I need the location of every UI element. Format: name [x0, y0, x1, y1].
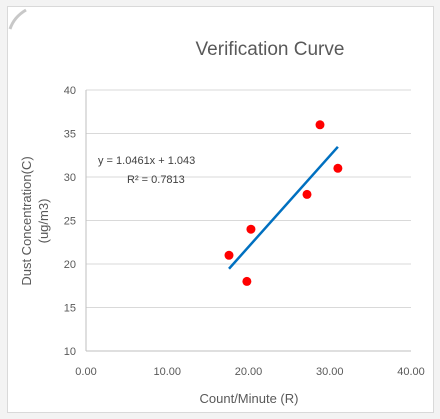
- y-tick-label: 25: [64, 216, 76, 228]
- data-point: [224, 250, 234, 260]
- x-axis-title: Count/Minute (R): [200, 391, 299, 406]
- x-tick-labels: 0.00 10.00 20.00 30.00 40.00: [75, 366, 424, 378]
- data-point: [246, 224, 256, 234]
- corner-decoration: [8, 8, 27, 30]
- x-tick-label: 30.00: [316, 366, 344, 378]
- data-point: [333, 163, 343, 173]
- data-points: [224, 120, 343, 286]
- x-tick-label: 10.00: [153, 366, 181, 378]
- trendline-equation: y = 1.0461x + 1.043: [98, 155, 195, 167]
- x-tick-label: 40.00: [397, 366, 425, 378]
- y-tick-label: 10: [64, 346, 76, 358]
- data-point: [302, 189, 312, 199]
- data-point: [242, 276, 252, 286]
- axes: [85, 90, 411, 352]
- y-tick-label: 30: [64, 172, 76, 184]
- y-tick-label: 15: [64, 303, 76, 315]
- x-tick-label: 20.00: [235, 366, 263, 378]
- chart-title: Verification Curve: [196, 39, 345, 60]
- trendline-r-squared: R² = 0.7813: [127, 174, 185, 186]
- chart-area: [7, 6, 434, 413]
- y-tick-label: 40: [64, 85, 76, 97]
- y-tick-label: 35: [64, 129, 76, 141]
- y-tick-label: 20: [64, 259, 76, 271]
- y-axis-title-line1: Dust Concentration(C): [19, 156, 34, 285]
- trendline-group: [228, 145, 339, 270]
- x-tick-label: 0.00: [75, 366, 96, 378]
- y-axis-title-line2: (ug/m3): [36, 199, 51, 244]
- gridlines: [86, 89, 411, 308]
- data-point: [315, 120, 325, 130]
- y-tick-labels: 10 15 20 25 30 35 40: [64, 85, 76, 358]
- trendline: [228, 145, 339, 270]
